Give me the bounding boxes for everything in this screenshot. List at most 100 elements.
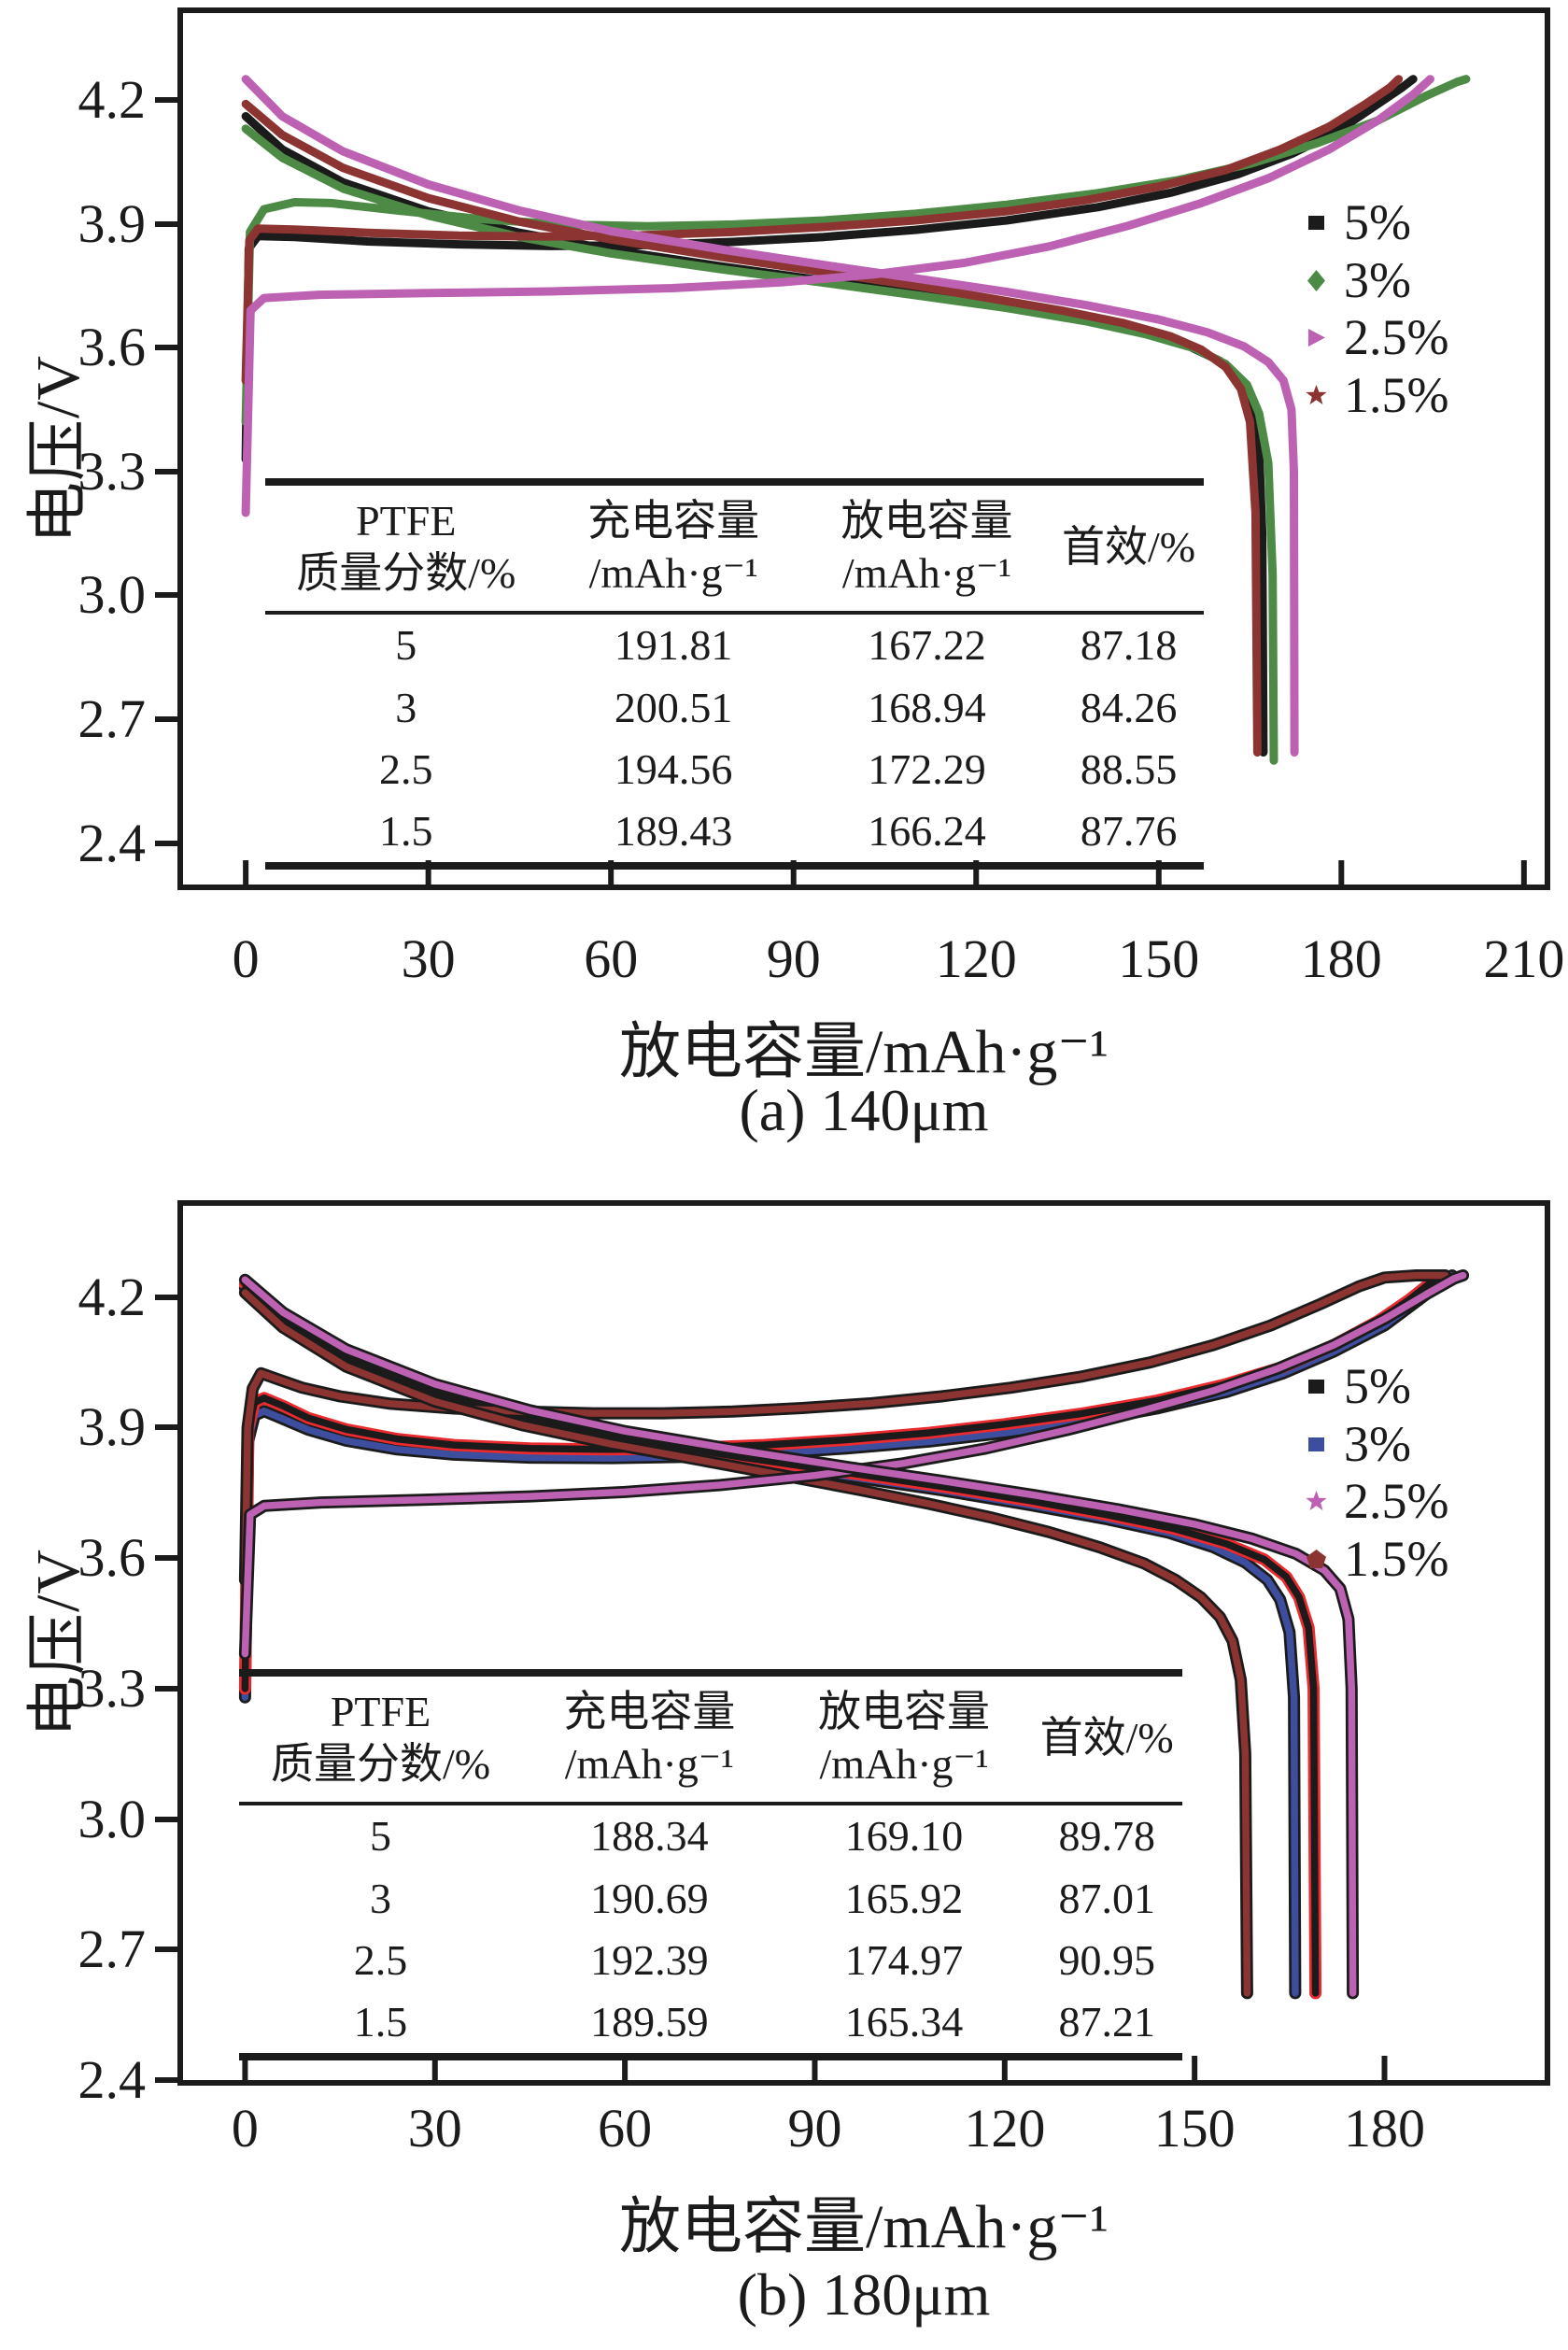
table-header-line: PTFE [356,497,457,545]
legend-item: 2.5% [1304,1475,1448,1528]
legend: 5% 3% 2.5% 1.5% [1304,196,1448,422]
y-tick-mark [155,1816,177,1822]
table-cell: 88.55 [1080,744,1178,793]
square-icon [1304,1374,1329,1399]
y-tick-mark [155,1424,177,1431]
table-cell: 87.76 [1080,807,1178,856]
x-tick-label: 60 [598,2098,653,2159]
table-cell: 84.26 [1080,683,1178,731]
x-tick-label: 90 [787,2098,842,2159]
square-icon [1304,210,1329,235]
charge-curve-1.5pct [241,75,1404,385]
y-tick-label: 3.0 [78,564,147,626]
table-header-cell: 充电容量/mAh·g⁻¹ [522,1673,777,1806]
table-cell: 2.5 [353,1935,408,1984]
x-tick-label: 30 [407,2098,462,2159]
table-header-line: 首效/% [1062,523,1196,572]
legend-item: 1.5% [1304,369,1448,422]
y-tick-mark [155,1555,177,1562]
square-icon [1304,1432,1329,1457]
y-tick-mark [155,1294,177,1300]
y-tick-label: 2.4 [78,812,147,873]
table-cell: 5 [395,621,417,670]
discharge-curve-5pct [241,1281,1320,1997]
table-cell: 194.56 [614,744,733,793]
y-tick-label: 4.2 [78,68,147,130]
y-tick-label: 3.9 [78,1396,147,1458]
legend-item: 3% [1304,253,1448,307]
legend-label: 5% [1344,1358,1411,1414]
table-cell: 87.21 [1058,1998,1155,2046]
y-tick-label: 2.7 [78,688,147,750]
table-cell: 200.51 [614,683,733,731]
legend-label: 1.5% [1344,1531,1449,1588]
charge-curve-1.5pct [238,1269,1452,1586]
table-header-cell: 首效/% [1031,1673,1182,1806]
panel-caption: (b) 180μm [737,2261,991,2328]
y-tick-label: 3.0 [78,1788,147,1849]
charge-curve-2.5pct [241,1271,1467,1658]
table-cell: 90.95 [1058,1935,1155,1984]
legend-label: 1.5% [1344,367,1449,424]
y-tick-label: 3.3 [78,1657,147,1719]
x-tick-label: 180 [1300,928,1382,989]
x-tick-label: 90 [766,928,821,989]
inset-table: PTFE 质量分数/% 充电容量/mAh·g⁻¹ 放电容量/mAh·g⁻¹ 首效/% 5 1… [239,1669,1182,2061]
y-tick-mark [155,220,177,227]
table-cell: 87.01 [1058,1874,1155,1922]
table-header-row: PTFE 质量分数/% 充电容量/mAh·g⁻¹ 放电容量/mAh·g⁻¹ 首效/% [239,1673,1182,1806]
x-tick-label: 120 [935,928,1017,989]
plot-area: 5% 3% 2.5% 1.5% PTFE 质量分数/% 充电容量/mAh·g⁻¹ 放电容量/m… [177,1200,1550,2086]
y-tick-mark [155,592,177,599]
table-header-cell: 首效/% [1053,482,1204,616]
table-cell: 190.69 [590,1874,709,1922]
diamond-icon [1304,268,1329,293]
table-header-line: 充电容量 [563,1688,736,1735]
table-header-line: 首效/% [1039,1714,1174,1762]
table-cell: 191.81 [614,621,733,670]
table-cell: 1.5 [353,1998,408,2046]
table-cell: 1.5 [379,807,433,856]
table-cell: 87.18 [1080,621,1178,670]
table-header-cell: PTFE 质量分数/% [239,1673,522,1806]
x-axis-label: 放电容量/mAh·g⁻¹ [619,2193,1109,2261]
table-cell: 189.43 [614,807,733,856]
star-icon [1304,383,1329,408]
table-header-line: /mAh·g⁻¹ [564,1740,734,1789]
table-cell: 167.22 [868,621,986,670]
table-cell: 192.39 [590,1935,709,1984]
table-header-line: 放电容量 [841,497,1013,545]
y-tick-mark [155,1947,177,1953]
table-header-cell: PTFE 质量分数/% [265,482,547,616]
table-cell: 189.59 [590,1998,709,2046]
table-row: 5 191.81 167.22 87.18 [265,613,1204,676]
table-header-cell: 放电容量/mAh·g⁻¹ [799,482,1054,616]
table-cell: 174.97 [844,1935,964,1984]
x-tick-label: 210 [1483,928,1565,989]
legend-item: 2.5% [1304,311,1448,364]
table-header-cell: 充电容量/mAh·g⁻¹ [546,482,800,616]
table-header-line: 质量分数/% [296,549,516,598]
legend-item: 5% [1304,196,1448,249]
y-tick-mark [155,345,177,351]
table-header-line: /mAh·g⁻¹ [588,549,758,598]
legend-label: 2.5% [1344,309,1449,366]
x-axis-label: 放电容量/mAh·g⁻¹ [619,1018,1109,1086]
y-tick-label: 3.3 [78,440,147,502]
charge-curve-2.5pct [241,75,1434,517]
discharge-curve-3pct [241,124,1278,765]
table-header-cell: 放电容量/mAh·g⁻¹ [776,1673,1032,1806]
legend-label: 2.5% [1344,1473,1449,1530]
discharge-curve-2.5pct [241,1276,1357,1997]
plot-area: 5% 3% 2.5% 1.5% PTFE 质量分数/% 充电容量/mAh·g⁻¹ 放电容量/m… [177,7,1550,890]
table-row: 3 190.69 165.92 87.01 [239,1868,1182,1930]
x-tick-label: 150 [1153,2098,1236,2159]
x-tick-label: 120 [964,2098,1046,2159]
results-table: PTFE 质量分数/% 充电容量/mAh·g⁻¹ 放电容量/mAh·g⁻¹ 首效/% 5 1… [265,478,1204,871]
y-tick-mark [155,2077,177,2083]
x-tick-label: 0 [231,2098,259,2159]
star-icon [1304,1489,1329,1514]
